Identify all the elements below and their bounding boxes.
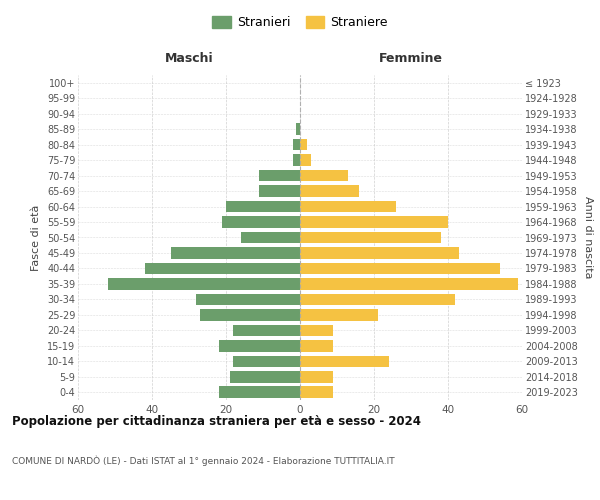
Bar [300, 200, 396, 212]
Bar [259, 170, 300, 181]
Bar [259, 186, 300, 197]
Bar [300, 278, 518, 289]
Bar [300, 216, 448, 228]
Bar [233, 324, 300, 336]
Text: Femmine: Femmine [379, 52, 443, 65]
Bar [218, 340, 300, 351]
Bar [218, 386, 300, 398]
Bar [293, 139, 300, 150]
Bar [226, 200, 300, 212]
Bar [170, 247, 300, 259]
Bar [200, 309, 300, 320]
Bar [300, 170, 348, 181]
Bar [223, 216, 300, 228]
Text: Popolazione per cittadinanza straniera per età e sesso - 2024: Popolazione per cittadinanza straniera p… [12, 415, 421, 428]
Bar [107, 278, 300, 289]
Bar [300, 356, 389, 367]
Bar [233, 356, 300, 367]
Bar [241, 232, 300, 243]
Bar [300, 340, 334, 351]
Bar [300, 262, 500, 274]
Bar [300, 309, 378, 320]
Bar [300, 154, 311, 166]
Y-axis label: Anni di nascita: Anni di nascita [583, 196, 593, 279]
Text: Maschi: Maschi [164, 52, 214, 65]
Bar [196, 294, 300, 305]
Text: COMUNE DI NARDÒ (LE) - Dati ISTAT al 1° gennaio 2024 - Elaborazione TUTTITALIA.I: COMUNE DI NARDÒ (LE) - Dati ISTAT al 1° … [12, 455, 395, 466]
Bar [300, 324, 334, 336]
Bar [145, 262, 300, 274]
Bar [300, 386, 334, 398]
Bar [300, 139, 307, 150]
Bar [293, 154, 300, 166]
Bar [300, 371, 334, 382]
Y-axis label: Fasce di età: Fasce di età [31, 204, 41, 270]
Bar [230, 371, 300, 382]
Bar [296, 124, 300, 135]
Legend: Stranieri, Straniere: Stranieri, Straniere [207, 11, 393, 34]
Bar [300, 294, 455, 305]
Bar [300, 247, 459, 259]
Bar [300, 186, 359, 197]
Bar [300, 232, 440, 243]
